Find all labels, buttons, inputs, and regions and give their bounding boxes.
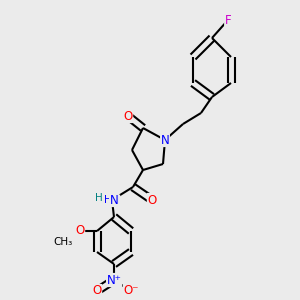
Text: N: N [110,194,118,206]
Text: O: O [147,194,157,206]
Text: N: N [160,134,169,146]
Text: N⁺: N⁺ [106,274,122,286]
Text: F: F [225,14,231,26]
Text: O⁻: O⁻ [123,284,139,298]
Text: O: O [123,110,133,122]
Text: O: O [92,284,102,298]
Text: CH₃: CH₃ [53,237,73,247]
Text: H: H [95,193,103,203]
Text: HN: HN [104,195,120,205]
Text: O: O [75,224,85,238]
